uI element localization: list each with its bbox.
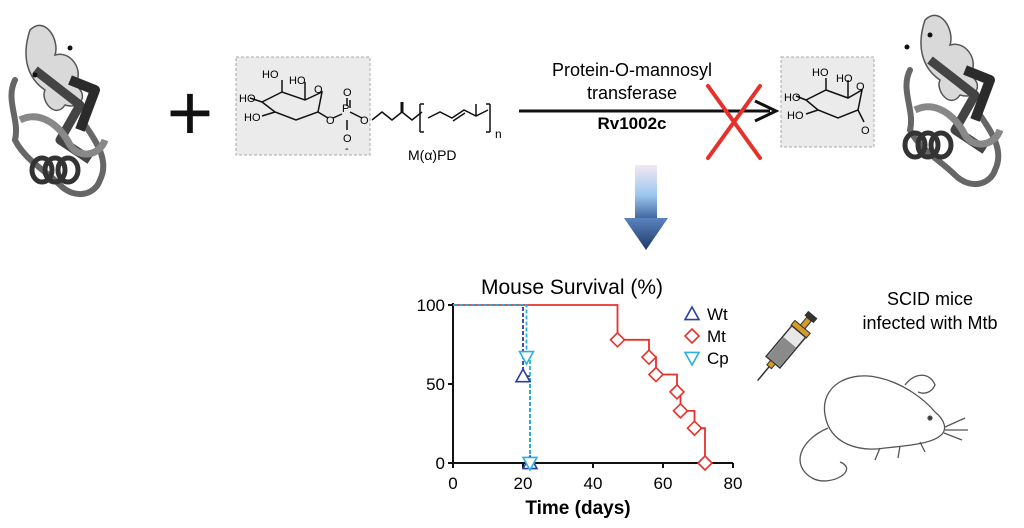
substrate-minus: - [345, 143, 349, 155]
substrate-link-o-1: O [326, 115, 335, 127]
series-line-wt [453, 305, 530, 463]
x-tick-label: 80 [724, 474, 743, 493]
x-axis-label: Time (days) [525, 498, 630, 519]
data-point-mt [688, 421, 702, 435]
product-ho-1: HO [812, 67, 829, 79]
y-tick-label: 0 [436, 454, 445, 473]
substrate-ho-3: HO [239, 93, 256, 105]
enzyme-label-line1: Protein-O-mannosyl [552, 60, 712, 80]
survival-chart: Mouse Survival (%) 0 20 40 60 80 0 50 100 Wt Mt C… [417, 276, 743, 519]
data-point-mt [649, 368, 663, 382]
x-tick-label: 40 [584, 474, 603, 493]
product-ho-2: HO [836, 73, 853, 85]
model-label-line1: SCID mice [887, 289, 973, 309]
data-point-mt [670, 385, 684, 399]
data-point-mt [674, 404, 688, 418]
y-tick-label: 50 [426, 375, 445, 394]
enzyme-label-line2: transferase [587, 83, 677, 103]
data-point-mt [698, 456, 712, 470]
chart-legend: Wt Mt Cp [685, 305, 729, 368]
series-markers [516, 333, 712, 470]
legend-label-mt: Mt [707, 327, 726, 346]
blocked-reaction-cross [708, 86, 760, 158]
series-line-mt [453, 305, 705, 463]
legend-marker-cp [685, 352, 699, 365]
x-tick-label: 20 [514, 474, 533, 493]
substrate-ho-2: HO [289, 75, 306, 87]
substrate-label: M(α)PD [408, 147, 457, 163]
x-tick-label: 0 [448, 474, 457, 493]
product-link-o: O [861, 125, 870, 137]
plus-sign: + [167, 68, 214, 157]
y-tick-label: 100 [417, 296, 445, 315]
data-point-mt [611, 333, 625, 347]
chart-title: Mouse Survival (%) [481, 276, 663, 299]
product-ring-o: O [856, 81, 865, 93]
substrate-structure: HO HO HO HO O O P O O - O [236, 57, 370, 155]
substrate-phosphorus: P [342, 103, 349, 115]
x-tick-label: 60 [654, 474, 673, 493]
series-line-cp [453, 305, 530, 463]
substrate-o-minus: O [343, 87, 352, 99]
legend-marker-mt [685, 329, 699, 343]
legend-marker-wt [685, 307, 699, 320]
data-point-mt [642, 350, 656, 364]
product-structure: HO HO HO HO O O [781, 57, 874, 147]
data-point-cp [520, 352, 534, 365]
down-arrow [624, 165, 668, 250]
protein-structure-right [905, 15, 1001, 184]
series-lines [453, 305, 705, 463]
model-label-line2: infected with Mtb [862, 313, 997, 333]
legend-label-wt: Wt [707, 305, 728, 324]
legend-label-cp: Cp [707, 349, 729, 368]
product-ho-4: HO [787, 110, 804, 122]
mouse-illustration [800, 375, 968, 481]
substrate-ring-o: O [314, 84, 323, 96]
substrate-ho-1: HO [262, 69, 279, 81]
substrate-link-o-2: O [360, 115, 369, 127]
enzyme-name: Rv1002c [597, 114, 666, 133]
product-ho-3: HO [784, 92, 801, 104]
substrate-ho-4: HO [244, 112, 261, 124]
polyprenyl-chain [372, 102, 490, 132]
syringe-icon [750, 308, 821, 387]
repeat-n: n [495, 127, 502, 141]
protein-structure-left [11, 25, 105, 194]
